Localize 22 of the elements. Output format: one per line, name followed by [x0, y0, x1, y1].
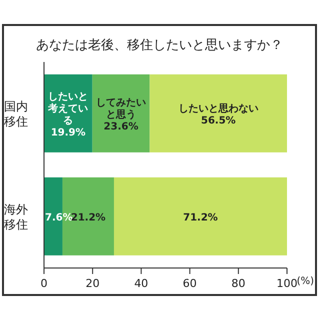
- x-tick-label: 100: [276, 277, 298, 290]
- series-label: してみたいと思う: [96, 97, 146, 120]
- series-label: したいと考えている: [47, 91, 88, 126]
- bar: [114, 177, 287, 256]
- data-label: 71.2%: [183, 212, 218, 224]
- bar: [150, 74, 287, 152]
- x-tick-label: 60: [182, 277, 197, 290]
- y-tick-label: 国内移住: [4, 100, 28, 128]
- x-axis-title: (%): [296, 276, 314, 287]
- chart-title: あなたは老後、移住したいと思いますか？: [35, 37, 284, 54]
- series-label: したいと思わない: [178, 102, 258, 114]
- data-label: 56.5%: [201, 115, 236, 126]
- y-tick-label: 海外移住: [4, 202, 28, 232]
- data-label: 7.6%: [45, 212, 73, 224]
- x-tick-label: 40: [134, 277, 148, 290]
- data-label: 21.2%: [70, 212, 106, 224]
- data-label: 23.6%: [104, 121, 138, 132]
- x-tick-label: 20: [86, 277, 100, 290]
- x-tick-label: 0: [40, 277, 48, 290]
- x-tick-label: 80: [231, 277, 246, 290]
- bar: [92, 74, 150, 152]
- data-label: 19.9%: [50, 127, 86, 138]
